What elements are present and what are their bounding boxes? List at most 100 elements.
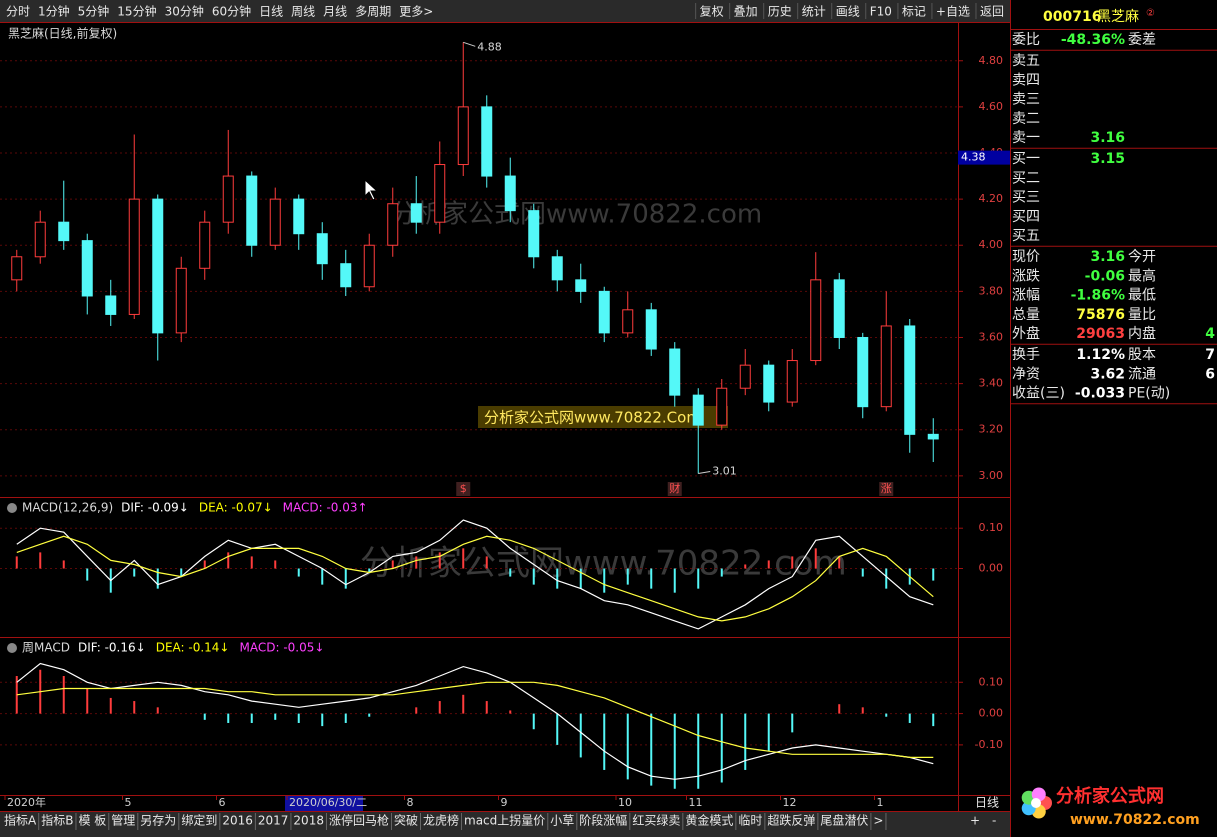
tab[interactable]: 超跌反弹 — [767, 813, 815, 828]
tab[interactable]: 指标A — [4, 813, 37, 828]
tab[interactable]: 临时 — [738, 814, 762, 828]
y-tick-label: 3.40 — [979, 377, 1004, 390]
candle-body — [293, 198, 305, 235]
watermark: 分析家公式网www.70822.com — [390, 200, 762, 230]
y-tick-label: 0.00 — [979, 562, 1004, 575]
quote-label: 买二 — [1012, 170, 1040, 186]
candle-body — [199, 221, 211, 269]
quote-label: 委差 — [1128, 32, 1156, 48]
quote-value: 3.15 — [1090, 151, 1125, 167]
toolbar-button[interactable]: 叠加 — [734, 5, 758, 19]
tab[interactable]: 指标B — [41, 813, 73, 828]
tab-button[interactable]: + — [970, 814, 980, 828]
tab[interactable]: 管理 — [111, 813, 135, 828]
candle-body — [763, 364, 775, 403]
tab-button[interactable]: - — [992, 814, 996, 828]
quote-label: 卖一 — [1012, 130, 1040, 146]
tab[interactable]: 突破 — [394, 813, 418, 828]
cursor-date-box — [285, 796, 363, 811]
quote-label: 换手 — [1012, 346, 1040, 363]
dea-line — [16, 535, 934, 622]
y-tick-label: 4.20 — [979, 192, 1004, 205]
candle-body — [11, 256, 23, 281]
tab[interactable]: 尾盘潜伏 — [820, 813, 868, 828]
y-tick-label: 3.20 — [979, 423, 1004, 436]
toolbar-tab[interactable]: 多周期 — [355, 5, 391, 19]
toolbar-button[interactable]: +自选 — [936, 5, 970, 19]
toolbar-tab[interactable]: 分时 — [6, 5, 30, 19]
candle-body — [175, 267, 187, 334]
quote-label: 买三 — [1012, 190, 1040, 206]
stock-code: 000716 — [1043, 9, 1101, 25]
toolbar-button[interactable]: 标记 — [902, 5, 926, 19]
x-tick-label: 5 — [125, 796, 132, 809]
toolbar-button[interactable]: 画线 — [836, 5, 860, 19]
stamp-box — [478, 406, 728, 428]
toolbar-tab[interactable]: 月线 — [323, 5, 347, 19]
quote-label: 收益(三) — [1012, 386, 1065, 402]
candle-body — [128, 198, 140, 315]
tab[interactable]: 另存为 — [140, 814, 176, 828]
candle-body — [739, 364, 751, 389]
tab[interactable]: 小草 — [550, 814, 574, 828]
period-label: 日线 — [975, 796, 999, 810]
tab[interactable]: 2018 — [293, 814, 324, 828]
candle-body — [810, 279, 822, 362]
indicator-title: MACD(12,26,9) — [22, 501, 113, 515]
toolbar-tab[interactable]: 日线 — [259, 5, 283, 19]
toolbar-button[interactable]: 复权 — [700, 5, 724, 19]
event-marker: 涨 — [881, 482, 892, 495]
logo-center — [1031, 798, 1041, 808]
tab[interactable]: 龙虎榜 — [423, 813, 459, 828]
toolbar-tab[interactable]: 更多> — [399, 5, 433, 19]
toolbar-button[interactable]: 返回 — [980, 5, 1004, 19]
x-tick-label: 9 — [501, 796, 508, 809]
toolbar-button[interactable]: 统计 — [802, 5, 826, 19]
tab[interactable]: 模 板 — [78, 814, 106, 828]
quote-value: 75876 — [1076, 307, 1125, 323]
toolbar-tab[interactable]: 5分钟 — [78, 4, 110, 19]
toolbar-button[interactable]: F10 — [870, 5, 892, 19]
quote-label: 买一 — [1012, 151, 1040, 167]
y-tick-label: 0.10 — [979, 521, 1004, 534]
x-tick-label: 11 — [689, 796, 703, 809]
y-tick-label: 0.10 — [979, 675, 1004, 688]
event-marker: 财 — [669, 481, 680, 495]
candle-body — [528, 210, 540, 258]
panel-menu-icon — [7, 503, 17, 513]
candle-body — [410, 203, 422, 223]
tab[interactable]: macd上拐量价 — [464, 813, 545, 828]
toolbar-tab[interactable]: 60分钟 — [212, 4, 251, 19]
toolbar-tab[interactable]: 1分钟 — [38, 4, 70, 19]
toolbar-tab[interactable]: 30分钟 — [165, 4, 204, 19]
quote-label: 最高 — [1128, 267, 1156, 284]
y-tick-label: 4.80 — [979, 54, 1004, 67]
quote-value: 3.62 — [1090, 366, 1125, 382]
quote-label: 涨幅 — [1012, 288, 1040, 304]
tab[interactable]: 阶段涨幅 — [579, 813, 627, 828]
candle-body — [598, 290, 610, 334]
stock-badge: ② — [1146, 8, 1155, 19]
cursor-price: 4.38 — [961, 151, 986, 164]
x-tick-label: 12 — [783, 796, 797, 809]
toolbar-tab[interactable]: 15分钟 — [117, 4, 156, 19]
x-tick-label: 1 — [877, 796, 884, 809]
tab[interactable]: 涨停回马枪 — [329, 813, 389, 828]
tab[interactable]: 2016 — [222, 814, 253, 828]
candle-body — [363, 244, 375, 288]
tab[interactable]: 绑定到 — [181, 813, 217, 828]
quote-label: 净资 — [1012, 366, 1040, 382]
quote-value: -0.06 — [1085, 268, 1125, 284]
dea-line — [16, 681, 934, 758]
tab[interactable]: > — [873, 814, 883, 828]
tab[interactable]: 黄金模式 — [685, 813, 733, 828]
event-marker: $ — [460, 482, 467, 495]
x-tick-label: 2020/06/30/二 — [289, 796, 367, 809]
toolbar-tab[interactable]: 周线 — [291, 5, 315, 19]
tab[interactable]: 2017 — [258, 814, 289, 828]
toolbar-button[interactable]: 历史 — [768, 5, 792, 19]
tab[interactable]: 红买绿卖 — [632, 813, 680, 828]
quote-label: 卖四 — [1012, 72, 1040, 88]
dif-line — [16, 662, 934, 780]
logo-petal — [1031, 787, 1046, 802]
